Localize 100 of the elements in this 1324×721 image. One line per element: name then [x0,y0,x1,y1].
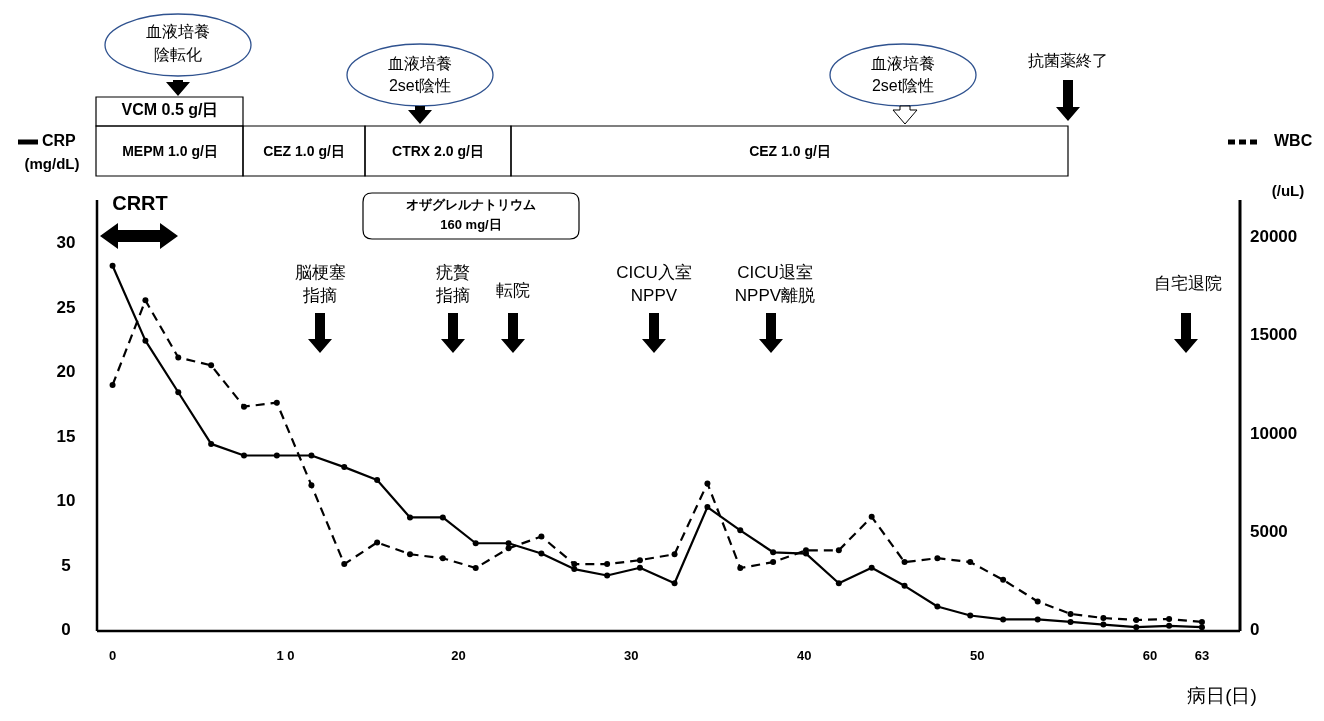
annotation: CICU退室 [737,263,813,283]
point [1198,618,1205,625]
x-axis-title: 病日(日) [1187,685,1257,707]
point [308,482,315,489]
y-axis-title: (mg/dL) [24,154,80,172]
point [273,399,280,406]
y-tick-label: 25 [56,297,76,317]
point [967,612,974,619]
point [439,555,446,562]
point [901,559,908,566]
point [341,561,348,568]
point [737,565,744,572]
point [1100,621,1107,628]
y-tick-label: 5 [61,555,71,575]
y-tick-label: 0 [61,620,71,640]
point [604,572,611,579]
point [505,545,512,552]
point [770,559,777,566]
text: VCM 0.5 g/日 [121,101,219,119]
point [704,480,711,487]
text: 血液培養 [146,23,210,41]
point [374,539,381,546]
point [636,557,643,564]
point [240,452,247,459]
y-tick-label: 30 [56,233,76,253]
annotation: 160 mg/日 [440,217,502,233]
annotation: CICU入室 [616,263,692,283]
point [341,464,348,471]
annotation: オザグレルナトリウム [406,197,536,213]
annotation: CRRT [112,192,168,215]
point [208,362,215,369]
point [406,551,413,558]
point [1000,616,1007,623]
x-tick-label: 50 [969,648,985,664]
text: 血液培養 [871,55,935,73]
point [505,540,512,547]
point [472,540,479,547]
annotation: 疣贅 [436,263,470,283]
point [604,561,611,568]
y2-tick-label: 10000 [1250,423,1298,443]
annotation: NPPV [630,286,678,306]
point [472,565,479,572]
point [967,559,974,566]
text: MEPM 1.0 g/日 [122,142,218,159]
point [835,547,842,554]
legend-label: WBC [1274,132,1313,150]
point [273,452,280,459]
y2-tick-label: 20000 [1250,226,1298,246]
point [240,403,247,410]
annotation: 自宅退院 [1154,274,1222,294]
point [636,564,643,571]
point [1133,616,1140,623]
point [208,440,215,447]
point [538,550,545,557]
text: CTRX 2.0 g/日 [392,142,484,159]
y-tick-label: 10 [56,491,76,511]
point [934,555,941,562]
point [406,514,413,521]
text: 血液培養 [388,55,452,73]
point [175,354,182,361]
point [1034,616,1041,623]
point [704,504,711,511]
text: CEZ 1.0 g/日 [263,142,345,159]
point [1133,624,1140,631]
point [439,514,446,521]
point [1000,576,1007,583]
y2-axis-title: (/uL) [1271,181,1305,199]
point [1067,610,1074,617]
point [671,580,678,587]
x-tick-label: 20 [451,648,466,664]
annotation: 指摘 [302,286,337,306]
annotation: 脳梗塞 [294,263,346,283]
point [308,452,315,459]
point [901,582,908,589]
y-tick-label: 20 [56,362,76,382]
text: 2set陰性 [871,77,935,95]
x-tick-label: 0 [108,648,117,664]
point [1166,616,1173,622]
point [1067,618,1074,625]
point [142,337,149,344]
point [571,566,578,573]
point [934,603,941,610]
point [671,551,678,558]
point [737,527,744,534]
x-tick-label: 40 [797,648,812,664]
point [835,580,842,587]
point [770,549,777,556]
x-tick-label: 63 [1194,648,1210,664]
point [109,382,116,388]
point [109,262,116,269]
text: 陰転化 [154,46,202,64]
annotation: 指摘 [435,286,470,306]
text: 2set陰性 [388,77,452,95]
x-tick-label: 60 [1142,648,1158,664]
point [1034,598,1041,605]
text: 抗菌薬終了 [1028,52,1108,70]
point [1198,624,1205,631]
y2-tick-label: 5000 [1250,522,1288,542]
point [175,389,182,396]
legend-label: CRP [42,132,77,150]
